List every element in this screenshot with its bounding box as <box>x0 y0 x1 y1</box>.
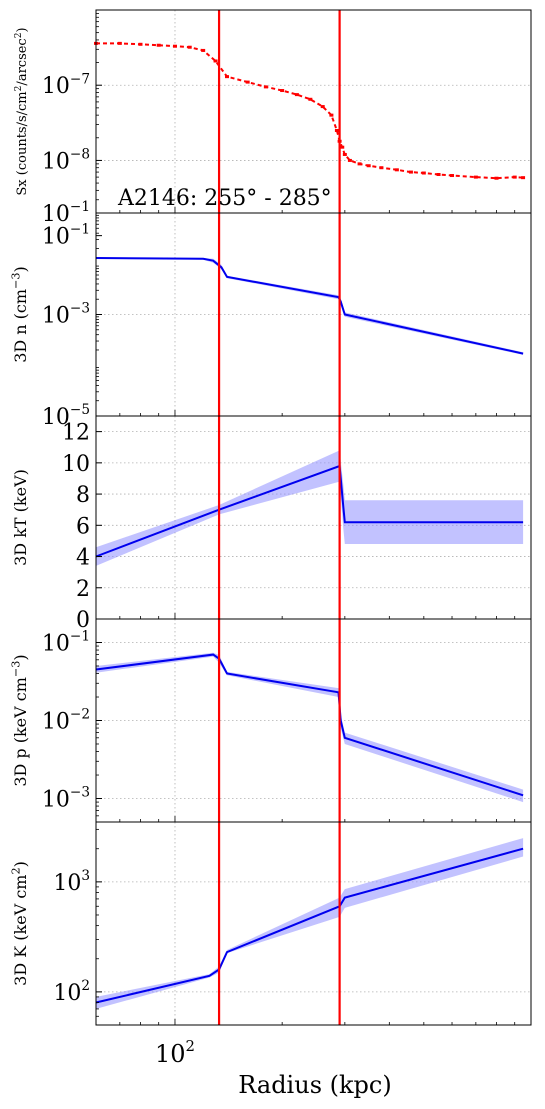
data-point <box>172 44 177 48</box>
data-point <box>379 166 384 170</box>
data-point <box>357 162 362 166</box>
panel-temperature: 0 2 4 6 8 10 12 3D kT (keV) <box>11 415 532 633</box>
y-tick-label: 8 <box>76 483 90 508</box>
data-point <box>521 176 526 180</box>
y-tick-label: 10−1 <box>42 222 90 250</box>
panel-pressure: 10−1 10−2 10−3 3D p (keV cm−3​) <box>10 618 532 823</box>
data-point <box>512 175 517 179</box>
y-tick-label: 10−3 <box>42 785 90 813</box>
data-point <box>342 152 347 156</box>
y-tick-label: 10−2 <box>42 707 90 735</box>
series-line <box>95 847 524 1004</box>
data-point <box>450 174 455 178</box>
y-tick-label: 102 <box>53 978 90 1006</box>
series-line <box>96 42 524 180</box>
y-tick-label: 10−1 <box>42 199 90 227</box>
data-point <box>436 172 441 176</box>
data-point <box>201 48 206 52</box>
y-tick-label: 10−7 <box>42 71 90 99</box>
y-axis-label: 3D kT (keV) <box>11 469 30 566</box>
data-point <box>473 175 478 179</box>
data-point <box>294 93 299 97</box>
y-tick-label: 10 <box>62 452 90 477</box>
data-point <box>394 168 399 172</box>
data-point <box>138 42 143 46</box>
series-line <box>95 653 524 797</box>
data-point <box>225 75 230 79</box>
y-axis-label: 3D p (keV cm−3​) <box>10 654 30 786</box>
annotation: A2146: 255° - 285° <box>117 186 332 211</box>
data-point <box>308 97 313 101</box>
y-axis-label: 3D n (cm−3​) <box>10 266 30 363</box>
x-axis-label: Radius (kpc) <box>238 1071 391 1099</box>
data-point <box>408 170 413 174</box>
data-point <box>245 80 250 84</box>
y-tick-label: 6 <box>76 514 90 539</box>
data-point <box>334 128 339 132</box>
y-tick-label: 2 <box>76 577 90 602</box>
data-point <box>280 89 285 93</box>
x-tick-labels: 102 <box>155 1037 195 1068</box>
data-point <box>347 158 352 162</box>
data-point <box>421 171 426 175</box>
y-tick-label: 103 <box>53 868 90 896</box>
data-point <box>213 59 218 63</box>
data-point <box>366 164 371 168</box>
y-tick-label: 10−5 <box>42 402 90 430</box>
data-point <box>329 113 334 117</box>
panels: 10−710−810−1Sx (counts/s/cm2​/arcsec2​)1… <box>10 9 532 1068</box>
y-axis-label: Sx (counts/s/cm2​/arcsec2​) <box>14 27 30 195</box>
y-tick-label: 4 <box>76 546 90 571</box>
data-point <box>117 41 122 45</box>
data-point <box>320 105 325 109</box>
panel-density: 10−1 10−3 10−5 3D n (cm−3​) <box>10 199 532 430</box>
data-point <box>494 176 499 180</box>
series-line <box>95 464 524 558</box>
data-point <box>156 43 161 47</box>
data-point <box>340 145 345 149</box>
series-line <box>95 257 524 355</box>
y-axis-label: 3D K (keV cm2​) <box>10 861 30 986</box>
x-tick-label: 102 <box>155 1037 195 1068</box>
y-tick-label: 0 <box>76 608 90 633</box>
y-tick-label: 10−8 <box>42 147 90 175</box>
panel-frame <box>95 821 532 1026</box>
error-band <box>96 838 524 1009</box>
data-point <box>263 85 268 89</box>
panel-frame <box>95 9 532 214</box>
panel-entropy: 102 103 3D K (keV cm2​) <box>10 821 532 1026</box>
data-point <box>187 45 192 49</box>
y-tick-label: 12 <box>62 421 90 446</box>
y-tick-label: 10−1 <box>42 629 90 657</box>
panel-surface-brightness: 10−7 10−8 10−1 Sx (counts/s/cm2​/arcsec2​) <box>14 9 532 250</box>
error-band <box>96 450 524 566</box>
error-band <box>96 652 524 803</box>
y-tick-label: 10−3 <box>42 301 90 329</box>
